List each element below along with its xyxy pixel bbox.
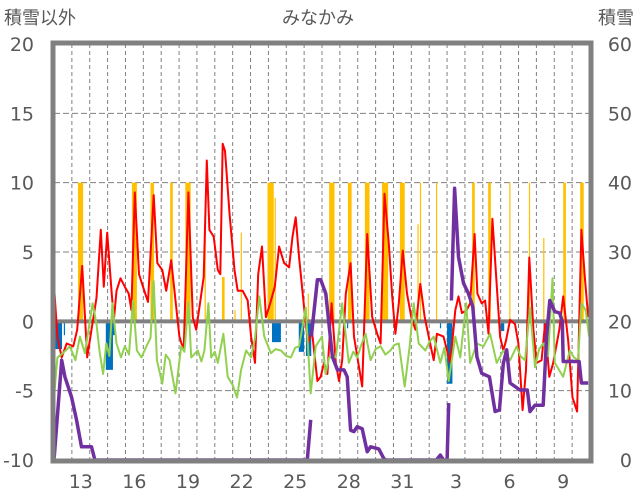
yellow-bar [150,182,155,322]
blue-bar [63,321,66,336]
left-y-tick-label: 5 [22,242,34,264]
yellow-bar [488,182,491,322]
blue-bar [439,321,442,329]
right-y-tick-label: 30 [608,242,632,264]
yellow-bar [417,224,419,322]
right-y-tick-label: 50 [608,103,632,125]
x-tick-label: 6 [504,471,516,493]
left-y-tick-label: 15 [10,103,34,125]
x-tick-label: 22 [230,471,254,493]
yellow-bar [131,182,137,322]
right-y-tick-label: 0 [620,450,632,472]
plot-border [50,40,594,464]
plot-frame [50,40,594,464]
yellow-bar [382,182,389,322]
yellow-bar [419,182,422,322]
yellow-bar [528,182,531,322]
purple-series-line [309,277,451,462]
blue-bar [500,321,505,332]
x-tick-label: 3 [450,471,462,493]
left-y-tick-label: 20 [10,34,34,56]
blue-bar [447,321,453,384]
yellow-bar [329,182,335,322]
yellow-bar [170,182,173,322]
right-y-tick-label: 10 [608,381,632,403]
x-tick-label: 31 [390,471,414,493]
x-tick-label: 13 [69,471,93,493]
chart-title: みなかみ [282,8,354,29]
yellow-bar [580,182,584,322]
blue-bar [347,321,349,329]
x-tick-label: 25 [283,471,307,493]
yellow-bar [77,182,84,322]
left-y-tick-label: -10 [3,450,34,472]
left-axis-label: 積雪以外 [4,8,76,29]
yellow-bar [563,182,566,322]
x-tick-label: 16 [122,471,146,493]
purple-series-line [449,186,589,414]
yellow-bar [267,182,274,322]
blue-bar [112,321,115,336]
yellow-bar [221,276,225,322]
yellow-bar [234,310,236,322]
left-y-tick-label: -5 [15,381,34,403]
yellow-bar [435,182,438,322]
yellow-bar [240,232,242,322]
x-tick-label: 28 [337,471,361,493]
red-series-line [53,142,590,413]
yellow-bar [509,182,511,322]
x-tick-label: 19 [176,471,200,493]
right-axis-label: 積雪 [598,8,634,29]
yellow-bar [185,182,191,322]
x-tick-label: 9 [557,471,569,493]
right-y-tick-label: 60 [608,34,632,56]
right-y-tick-label: 40 [608,173,632,195]
left-y-tick-label: 10 [10,173,34,195]
right-y-tick-label: 20 [608,311,632,333]
yellow-bar [204,224,206,322]
green-series-line [53,277,591,399]
yellow-bar [274,197,276,322]
yellow-bar [307,293,309,322]
blue-bar [271,321,281,343]
purple-series-line [52,358,313,462]
yellow-bar [543,238,545,322]
yellow-bar [347,182,352,322]
left-y-tick-label: 0 [22,311,34,333]
